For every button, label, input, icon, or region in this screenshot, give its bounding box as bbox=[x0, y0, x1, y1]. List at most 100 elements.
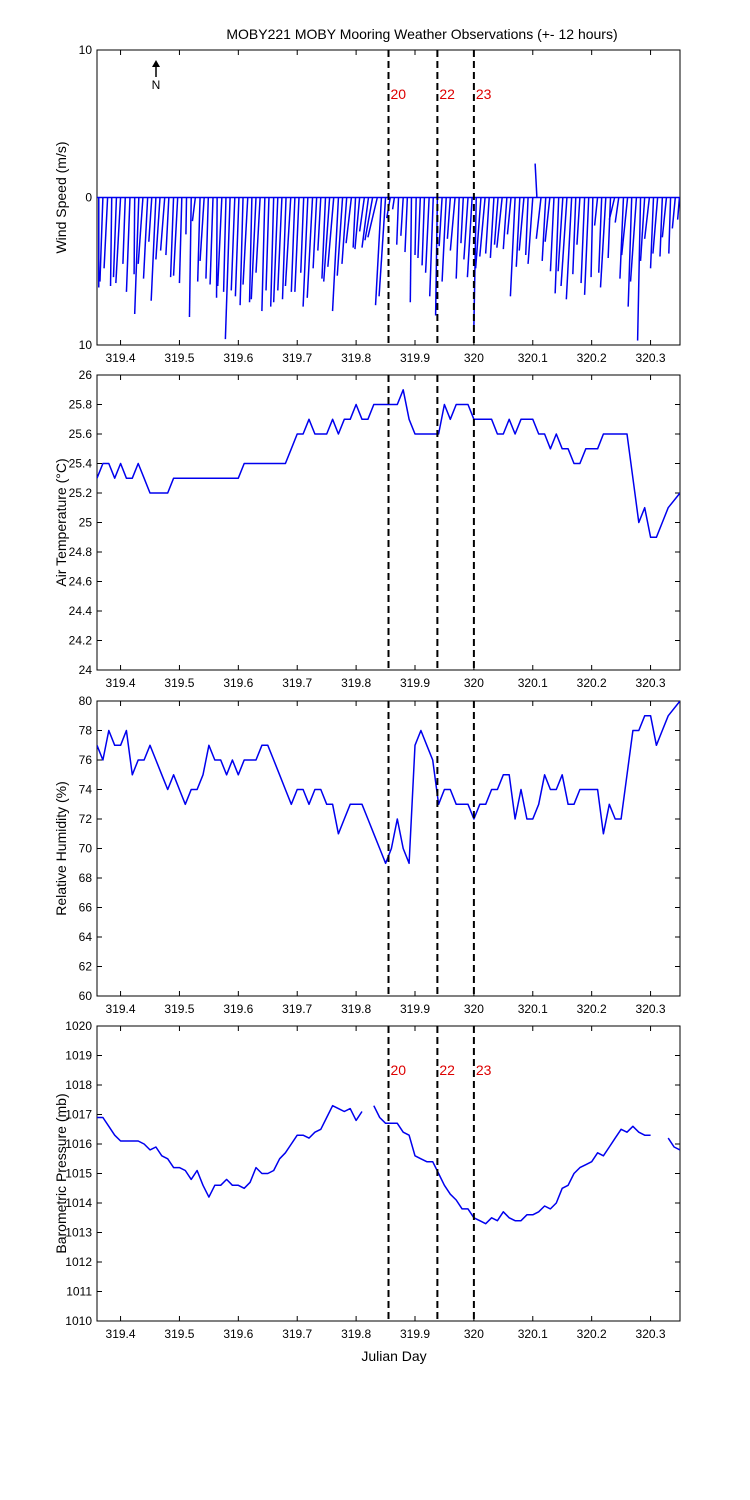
x-tick-label: 319.9 bbox=[400, 676, 430, 690]
wind-stick bbox=[199, 197, 205, 261]
wind-stick bbox=[112, 197, 118, 278]
series-line bbox=[97, 1104, 363, 1198]
wind-stick bbox=[391, 197, 396, 210]
cast-marker-label: 23 bbox=[476, 86, 492, 102]
wind-stick bbox=[414, 197, 417, 256]
wind-stick bbox=[509, 197, 516, 297]
wind-stick bbox=[137, 197, 144, 264]
x-tick-label: 319.9 bbox=[400, 1327, 430, 1341]
wind-stick bbox=[668, 197, 672, 254]
y-tick-label: 25.4 bbox=[69, 457, 93, 471]
y-tick-label: 1011 bbox=[66, 1285, 92, 1299]
y-tick-label: 62 bbox=[79, 960, 93, 974]
wind-stick bbox=[115, 197, 122, 284]
wind-stick bbox=[250, 197, 257, 300]
wind-stick bbox=[290, 197, 296, 292]
wind-stick bbox=[534, 163, 538, 198]
wind-stick bbox=[421, 197, 426, 266]
wind-stick bbox=[649, 197, 655, 269]
wind-stick bbox=[560, 197, 568, 287]
wind-stick bbox=[352, 197, 357, 248]
wind-stick bbox=[364, 197, 374, 241]
wind-stick bbox=[317, 197, 322, 251]
wind-stick bbox=[109, 197, 113, 287]
wind-stick bbox=[188, 197, 192, 317]
y-tick-label: 25 bbox=[79, 516, 93, 530]
wind-stick bbox=[620, 197, 629, 256]
wind-stick bbox=[374, 197, 383, 306]
x-axis-label: Julian Day bbox=[361, 1348, 426, 1364]
wind-stick bbox=[489, 197, 495, 259]
wind-stick bbox=[196, 197, 201, 282]
wind-stick bbox=[502, 197, 508, 250]
x-tick-label: 319.9 bbox=[400, 1002, 430, 1016]
y-tick-label: 26 bbox=[79, 368, 93, 382]
wind-stick bbox=[148, 197, 153, 242]
north-label: N bbox=[152, 78, 161, 92]
wind-stick bbox=[150, 197, 157, 301]
y-tick-label: 24.4 bbox=[69, 604, 93, 618]
wind-stick bbox=[133, 197, 136, 275]
wind-stick bbox=[277, 197, 283, 291]
x-tick-label: 320.1 bbox=[518, 1002, 548, 1016]
x-tick-label: 320.2 bbox=[577, 1327, 607, 1341]
y-tick-label: 80 bbox=[79, 694, 93, 708]
wind-stick bbox=[496, 197, 503, 248]
wind-stick bbox=[155, 197, 161, 260]
series-line bbox=[667, 1137, 680, 1151]
wind-stick bbox=[354, 197, 361, 250]
wind-stick bbox=[455, 197, 460, 279]
wind-stick bbox=[122, 197, 127, 264]
y-tick-label: 10 bbox=[79, 43, 93, 57]
wind-stick bbox=[438, 197, 443, 247]
wind-stick bbox=[248, 197, 253, 303]
wind-stick bbox=[404, 197, 409, 253]
wind-stick bbox=[515, 197, 521, 267]
panel-3: 60 62 64 66 68 70 72 74 76 78 80 319.4 319.5 319.6 319… bbox=[53, 694, 681, 1016]
y-tick-label: 70 bbox=[79, 842, 93, 856]
wind-stick bbox=[345, 197, 353, 244]
series-line bbox=[97, 389, 680, 539]
wind-stick bbox=[619, 197, 625, 279]
x-tick-label: 319.7 bbox=[282, 676, 312, 690]
wind-stick bbox=[599, 197, 607, 288]
x-tick-label: 319.5 bbox=[164, 351, 194, 365]
wind-stick bbox=[484, 197, 490, 254]
data-layer bbox=[97, 1104, 680, 1225]
y-tick-label: 72 bbox=[79, 812, 93, 826]
x-tick-label: 319.4 bbox=[106, 1002, 136, 1016]
y-tick-label: 1020 bbox=[65, 1019, 92, 1033]
wind-stick bbox=[361, 197, 370, 248]
wind-stick bbox=[652, 197, 659, 254]
wind-stick bbox=[518, 197, 525, 251]
wind-stick bbox=[608, 197, 616, 220]
x-tick-label: 320.2 bbox=[577, 676, 607, 690]
wind-stick bbox=[565, 197, 573, 300]
data-layer bbox=[97, 701, 680, 865]
wind-stick bbox=[336, 197, 344, 276]
wind-stick bbox=[322, 197, 331, 282]
y-tick-label: 24 bbox=[79, 663, 93, 677]
wind-stick bbox=[524, 197, 529, 256]
wind-stick bbox=[629, 197, 638, 282]
wind-stick bbox=[441, 197, 447, 282]
wind-stick bbox=[593, 197, 599, 226]
panel-4: 1010 1011 1012 1013 1014 1015 1016 1017 1018 1019… bbox=[53, 1019, 681, 1341]
wind-stick bbox=[544, 197, 551, 242]
wind-stick bbox=[133, 197, 140, 315]
x-tick-label: 319.5 bbox=[164, 1002, 194, 1016]
wind-stick bbox=[191, 197, 197, 222]
wind-stick bbox=[99, 197, 104, 282]
figure-title: MOBY221 MOBY Mooring Weather Observation… bbox=[226, 26, 617, 42]
y-tick-label: 64 bbox=[79, 930, 93, 944]
wind-stick bbox=[583, 197, 590, 295]
wind-stick bbox=[281, 197, 287, 300]
y-tick-label: 24.2 bbox=[69, 634, 93, 648]
wind-stick bbox=[185, 197, 188, 235]
wind-stick bbox=[312, 197, 318, 269]
panel-1: 10 0 10 319.4 319.5 319.6 319.7 319.8 319.9 320 32… bbox=[53, 43, 681, 365]
wind-stick bbox=[224, 197, 231, 340]
y-tick-label: 1016 bbox=[65, 1137, 92, 1151]
wind-stick bbox=[242, 197, 249, 285]
